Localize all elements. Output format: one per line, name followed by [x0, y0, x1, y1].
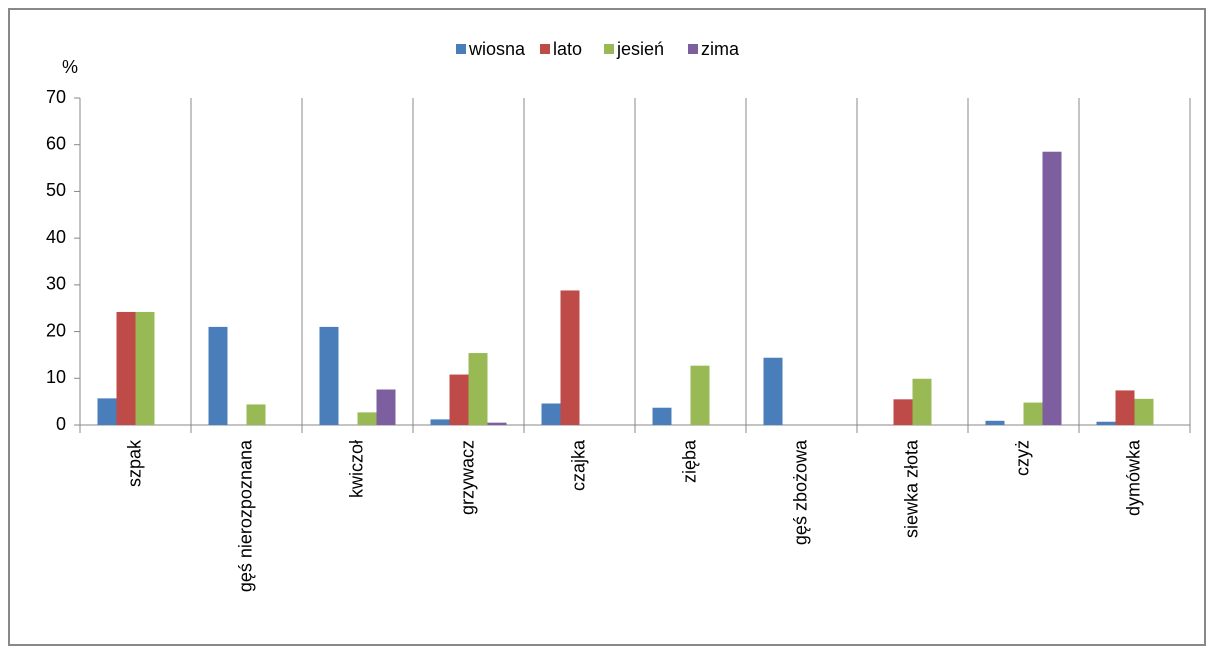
x-tick-label: gęś zbożowa — [790, 439, 810, 545]
legend-swatch — [688, 44, 698, 54]
x-tick-label: gęś nierozpoznana — [235, 439, 255, 592]
bar — [116, 311, 136, 425]
x-tick-label: kwiczoł — [346, 440, 366, 498]
bar — [357, 412, 377, 425]
bar — [1115, 390, 1135, 425]
y-tick-label: 60 — [46, 133, 66, 153]
legend-label: lato — [553, 39, 582, 59]
y-tick-label: 30 — [46, 274, 66, 294]
y-tick-label: 10 — [46, 367, 66, 387]
bar — [893, 399, 913, 425]
bar — [376, 389, 396, 425]
bar — [541, 403, 561, 425]
x-tick-label: dymówka — [1123, 439, 1143, 516]
x-tick-label: siewka złota — [901, 439, 921, 538]
bar — [208, 326, 228, 425]
y-tick-label: 0 — [56, 414, 66, 434]
bar — [912, 378, 932, 425]
bar — [690, 365, 710, 425]
bar — [1042, 151, 1062, 425]
bar — [763, 357, 783, 425]
bar — [135, 311, 155, 425]
legend-label: wiosna — [468, 39, 526, 59]
x-tick-label: czajka — [568, 439, 588, 491]
bar — [97, 398, 117, 425]
legend-swatch — [456, 44, 466, 54]
bar — [1134, 398, 1154, 425]
y-tick-label: 70 — [46, 87, 66, 107]
legend-swatch — [604, 44, 614, 54]
y-axis-label: % — [62, 57, 78, 77]
legend-swatch — [540, 44, 550, 54]
bar — [246, 404, 266, 425]
bar — [468, 353, 488, 425]
y-tick-label: 40 — [46, 227, 66, 247]
bar — [319, 326, 339, 425]
bar — [1096, 421, 1116, 425]
bar — [652, 407, 672, 425]
y-tick-label: 50 — [46, 180, 66, 200]
x-tick-label: zięba — [679, 439, 699, 483]
bar — [449, 374, 469, 425]
legend-label: zima — [701, 39, 740, 59]
bar — [487, 422, 507, 425]
bar — [1023, 402, 1043, 425]
bar — [560, 290, 580, 425]
bar — [430, 419, 450, 425]
chart-border — [8, 8, 1206, 646]
x-tick-label: czyż — [1012, 440, 1032, 476]
x-tick-label: szpak — [124, 439, 144, 487]
x-tick-label: grzywacz — [457, 440, 477, 515]
legend-label: jesień — [616, 39, 664, 59]
bar — [985, 420, 1005, 425]
y-tick-label: 20 — [46, 320, 66, 340]
